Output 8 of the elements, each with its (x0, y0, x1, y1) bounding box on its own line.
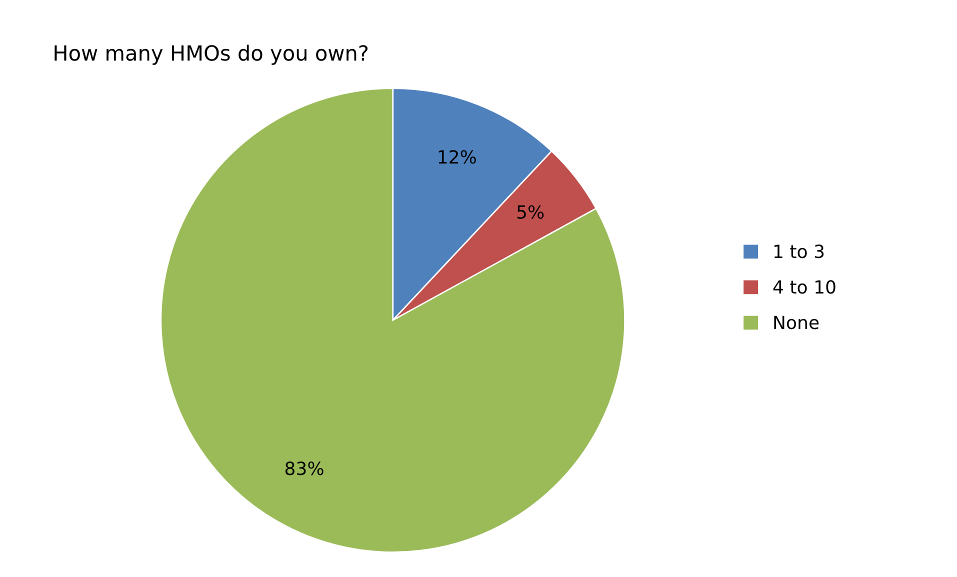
legend-label: 4 to 10 (773, 280, 836, 294)
legend-label: 1 to 3 (774, 244, 824, 258)
chart-title: How many HMOs do you own? (54, 44, 368, 65)
pie-slice (160, 88, 626, 553)
data-label: 83% (285, 462, 324, 476)
data-label: 12% (438, 150, 476, 164)
data-label: 5% (517, 205, 544, 219)
legend-label: None (774, 316, 819, 330)
